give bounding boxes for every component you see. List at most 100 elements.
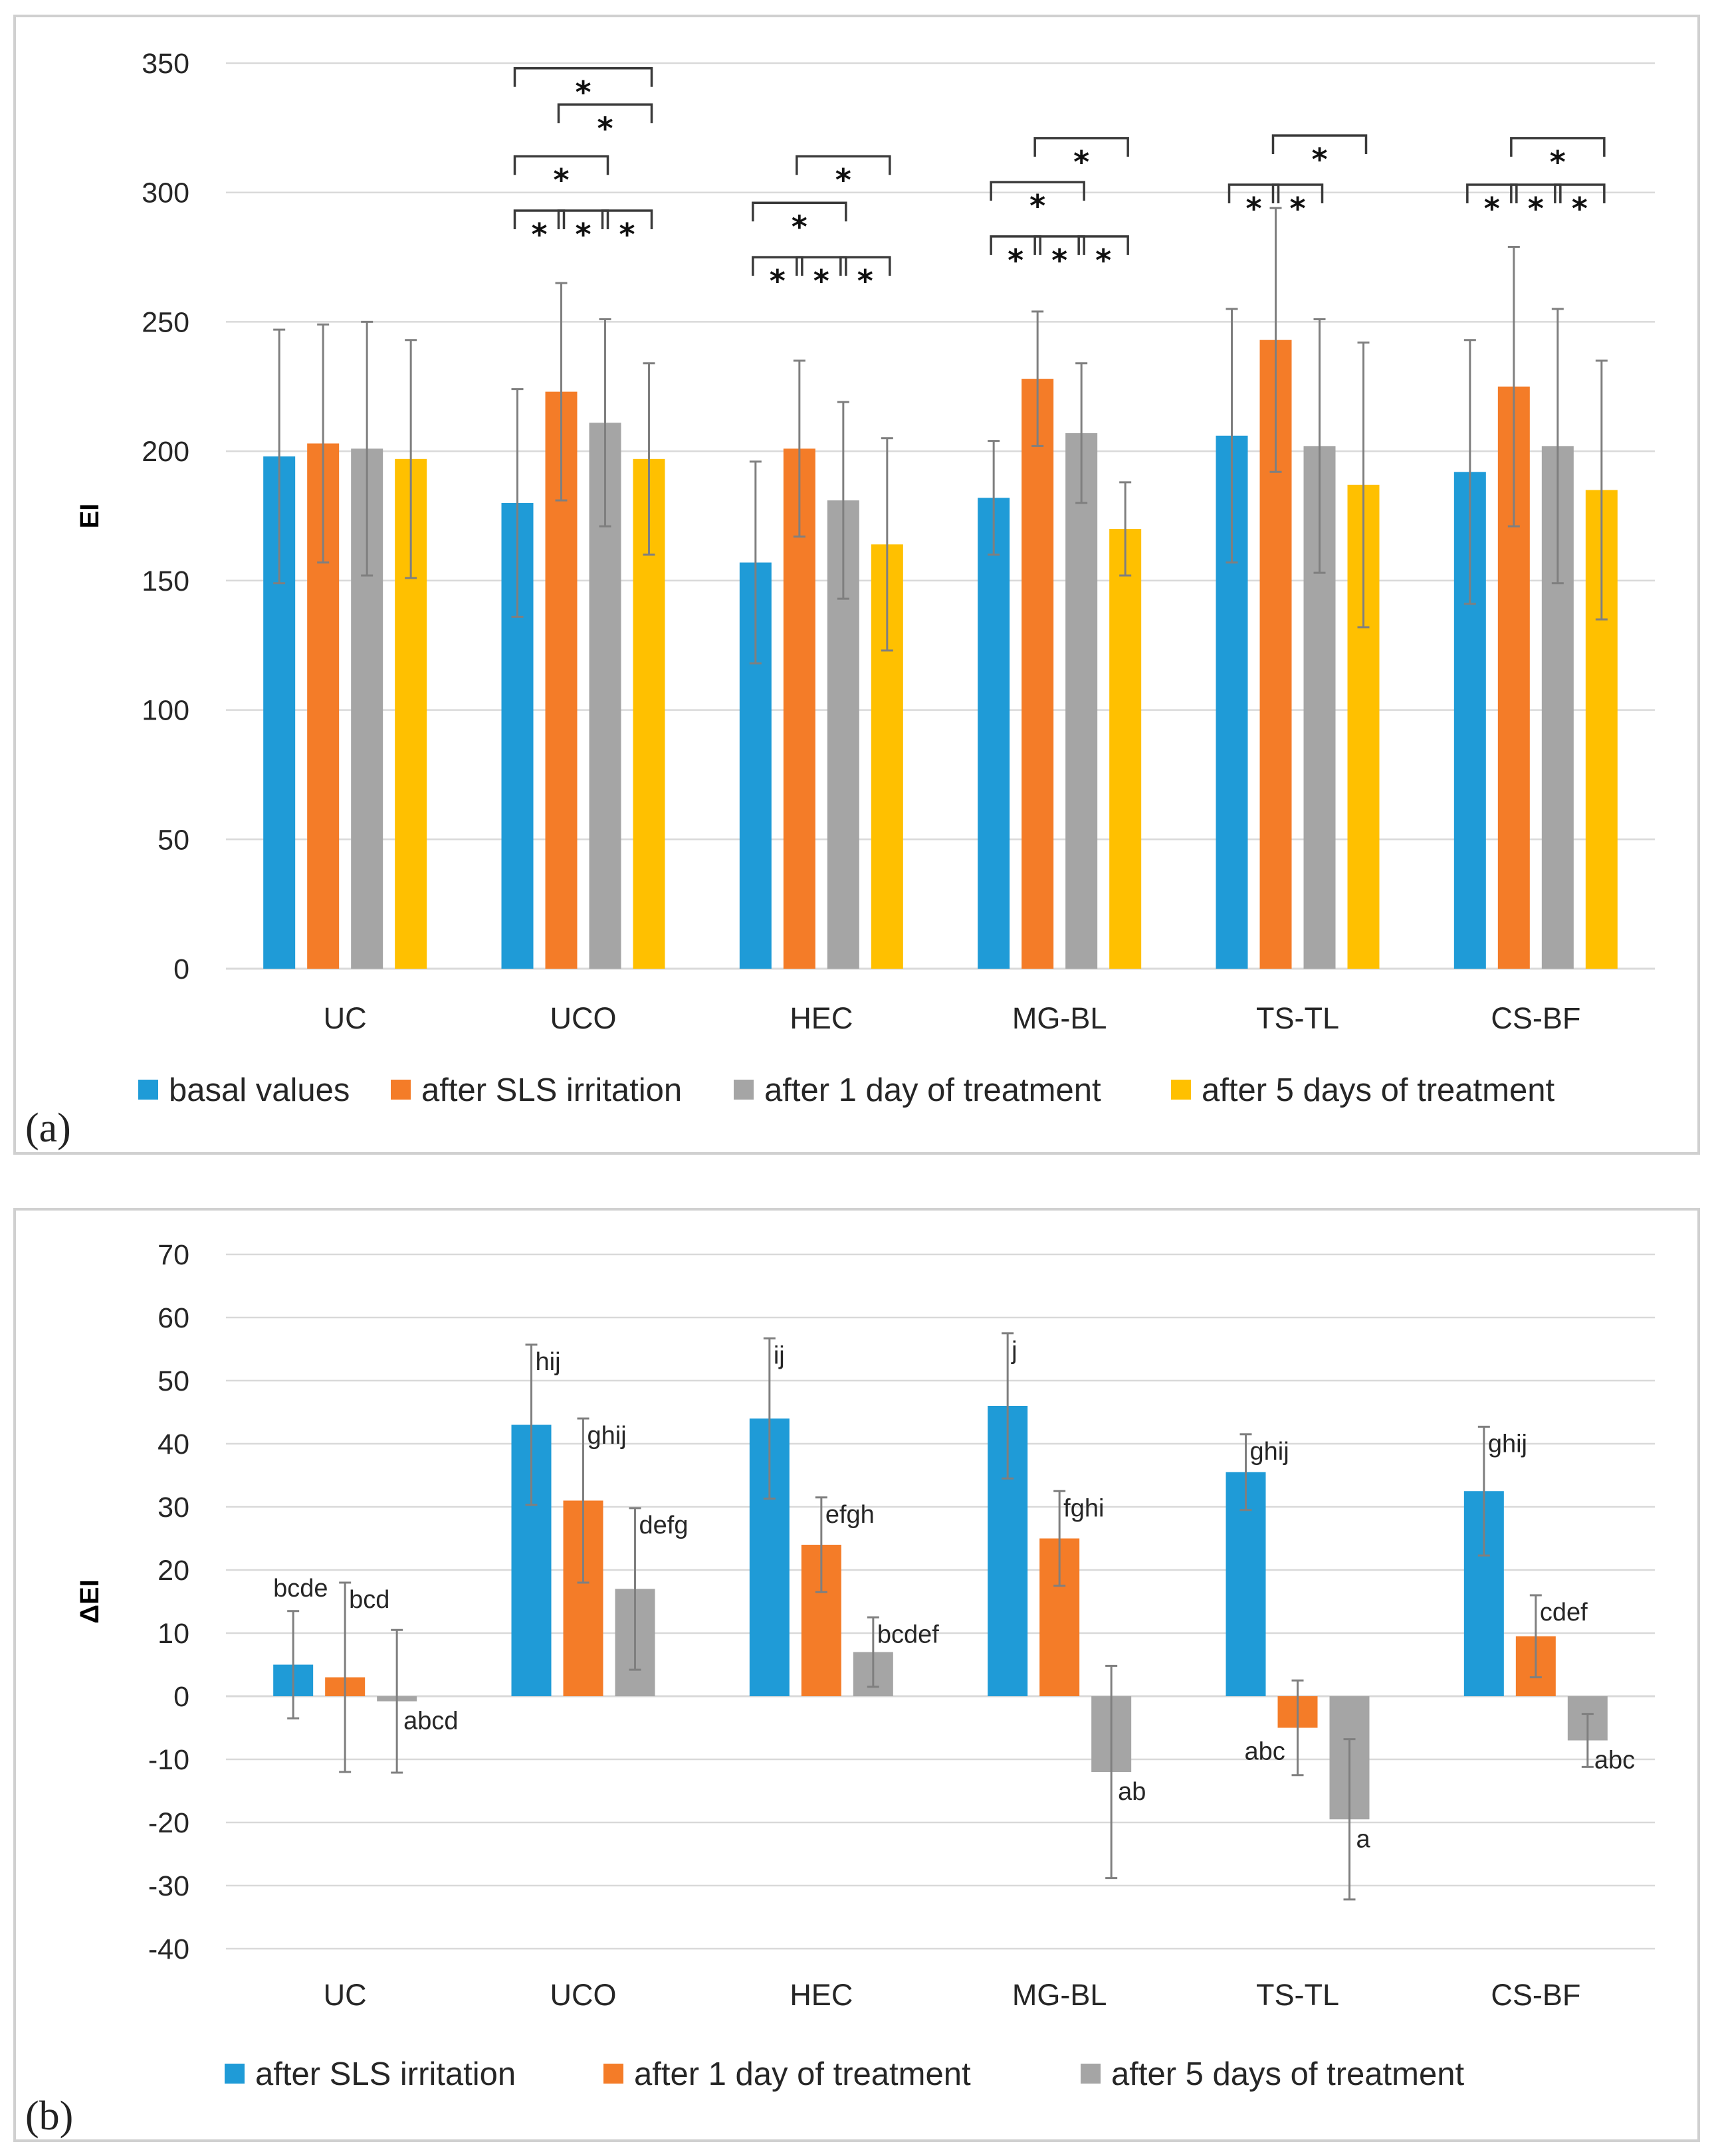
x-tick-label: UCO xyxy=(550,1001,617,1035)
x-tick-label: MG-BL xyxy=(1012,1978,1107,2012)
legend-label: after 5 days of treatment xyxy=(1202,1072,1554,1108)
significance-bracket xyxy=(557,209,609,229)
legend-swatch xyxy=(391,1080,411,1100)
chart-a: 0 50 100 150 200 250 300 350 EI UC UCO HEC MG-BL TS-T… xyxy=(75,48,1655,1108)
significance-bracket xyxy=(1510,183,1562,204)
error-bar xyxy=(1595,359,1608,621)
y-tick-label: -10 xyxy=(148,1744,189,1776)
error-bar xyxy=(867,1616,879,1688)
error-bar xyxy=(749,460,762,664)
significance-star: * xyxy=(770,263,786,299)
significance-star: * xyxy=(835,162,851,198)
x-tick-label: CS-BF xyxy=(1491,1001,1580,1035)
significance-bracket xyxy=(1554,183,1606,204)
significance-star: * xyxy=(619,217,635,252)
error-bar xyxy=(577,1417,589,1584)
y-axis-label: EI xyxy=(75,504,104,529)
significance-letters: fghi xyxy=(1063,1494,1104,1522)
y-tick-label: 200 xyxy=(142,436,189,468)
significance-star: * xyxy=(1550,144,1566,180)
y-tick-label: 350 xyxy=(142,48,189,80)
error-bar xyxy=(763,1337,776,1500)
panel-a-label: (a) xyxy=(25,1106,71,1151)
y-tick-label: 70 xyxy=(158,1239,189,1271)
x-tick-label: UC xyxy=(324,1978,367,2012)
error-bar xyxy=(1291,1679,1304,1777)
significance-bracket xyxy=(1510,137,1606,157)
significance-letters: ab xyxy=(1118,1778,1146,1806)
significance-bracket xyxy=(990,235,1041,255)
legend-label: after 5 days of treatment xyxy=(1111,2056,1464,2092)
significance-bracket xyxy=(557,103,653,124)
significance-star: * xyxy=(792,209,807,245)
error-bar xyxy=(405,339,417,579)
y-tick-label: -40 xyxy=(148,1933,189,1965)
error-bar xyxy=(629,1507,641,1671)
error-bar xyxy=(793,359,805,538)
y-tick-label: 250 xyxy=(142,306,189,338)
y-tick-label: -30 xyxy=(148,1870,189,1902)
error-bar xyxy=(287,1610,300,1719)
y-tick-label: 30 xyxy=(158,1492,189,1523)
error-bar xyxy=(339,1581,352,1773)
legend-swatch xyxy=(603,2064,623,2084)
error-bar xyxy=(1226,308,1238,564)
y-tick-label: -20 xyxy=(148,1807,189,1839)
significance-star: * xyxy=(1029,188,1045,224)
error-bar xyxy=(1075,362,1088,504)
y-tick-label: 300 xyxy=(142,177,189,209)
error-bar xyxy=(1507,245,1520,528)
significance-bracket xyxy=(990,181,1085,201)
chart-b: -40 -30 -20 -10 0 10 20 30 40 50 60 70 ΔEI bcde hij ij j… xyxy=(75,1239,1655,2092)
significance-star: * xyxy=(1245,191,1261,227)
error-bar xyxy=(361,320,374,577)
significance-letters: hij xyxy=(536,1348,561,1376)
error-bar xyxy=(1031,310,1044,447)
error-bar xyxy=(1105,1664,1118,1880)
x-tick-label: UCO xyxy=(550,1978,617,2012)
error-bar xyxy=(881,437,893,652)
legend-swatch xyxy=(734,1080,754,1100)
significance-bracket xyxy=(752,256,803,276)
significance-bracket xyxy=(839,256,891,276)
significance-letters: bcd xyxy=(349,1586,389,1614)
significance-bracket xyxy=(601,209,653,229)
significance-star: * xyxy=(575,217,591,252)
legend-swatch xyxy=(1081,2064,1101,2084)
significance-letters: cdef xyxy=(1540,1599,1588,1626)
panel-b-label: (b) xyxy=(25,2094,73,2139)
significance-bracket xyxy=(1228,183,1280,204)
significance-star: * xyxy=(1311,142,1327,177)
error-bar xyxy=(1002,1332,1014,1480)
error-bar xyxy=(1343,1738,1356,1901)
error-bar xyxy=(1313,318,1326,574)
significance-letters: abcd xyxy=(403,1708,458,1735)
significance-letters: abc xyxy=(1594,1747,1635,1775)
significance-bracket xyxy=(796,155,891,175)
error-bar xyxy=(1463,339,1476,605)
bar xyxy=(978,498,1010,969)
legend-label: after SLS irritation xyxy=(421,1072,682,1108)
legend-label: after 1 day of treatment xyxy=(764,1072,1101,1108)
x-tick-label: UC xyxy=(324,1001,367,1035)
y-tick-label: 50 xyxy=(158,1365,189,1397)
significance-bracket xyxy=(513,155,609,175)
y-axis-label: ΔEI xyxy=(75,1579,104,1624)
significance-star: * xyxy=(575,74,591,110)
significance-letters: ghij xyxy=(588,1422,627,1450)
error-bar xyxy=(1239,1433,1252,1512)
significance-bracket xyxy=(752,201,847,222)
significance-star: * xyxy=(1484,191,1500,227)
y-tick-label: 100 xyxy=(142,695,189,727)
x-tick-label: TS-TL xyxy=(1256,1978,1339,2012)
legend-swatch xyxy=(138,1080,158,1100)
significance-letters: ghij xyxy=(1488,1430,1527,1458)
legend-label: after 1 day of treatment xyxy=(634,2056,971,2092)
y-tick-label: 150 xyxy=(142,565,189,597)
legend-label: after SLS irritation xyxy=(255,2056,516,2092)
x-tick-label: HEC xyxy=(790,1978,853,2012)
error-bar xyxy=(1477,1425,1490,1557)
error-bar xyxy=(391,1628,403,1774)
error-bar xyxy=(1053,1490,1066,1587)
y-tick-label: 10 xyxy=(158,1618,189,1650)
